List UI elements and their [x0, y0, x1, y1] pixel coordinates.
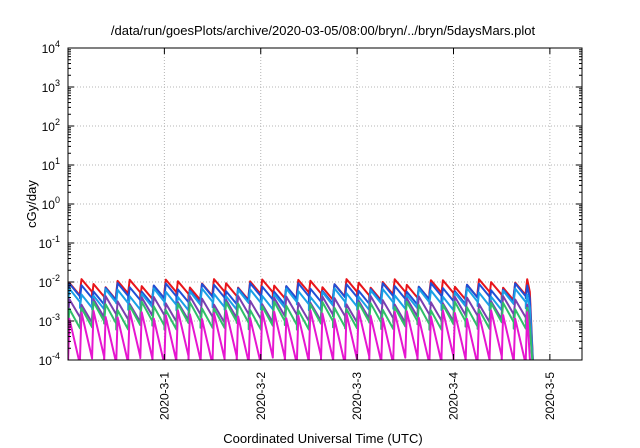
series-line: [68, 300, 534, 360]
y-tick-label: 10-4: [39, 351, 60, 368]
y-tick-label: 101: [42, 156, 60, 173]
y-tick-label: 102: [42, 117, 60, 134]
series-line: [68, 282, 534, 360]
y-axis: 10-4 10-3 10-2 10-1 100 101 102 103 104: [39, 39, 582, 368]
x-tick-label: 2020-3-5: [543, 372, 557, 420]
chart-title: /data/run/goesPlots/archive/2020-03-05/0…: [111, 23, 536, 38]
grid: [68, 48, 582, 360]
x-tick-label: 2020-3-3: [350, 372, 364, 420]
y-tick-label: 104: [42, 39, 60, 56]
series-group: [68, 278, 534, 360]
y-tick-label: 103: [42, 78, 60, 95]
y-axis-label: cGy/day: [24, 180, 39, 228]
x-tick-label: 2020-3-1: [157, 372, 171, 420]
y-tick-label: 10-3: [39, 312, 60, 329]
y-tick-label: 10-2: [39, 273, 60, 290]
series-line: [68, 287, 534, 360]
y-tick-label: 10-1: [39, 234, 60, 251]
series-line: [68, 309, 532, 360]
plot-frame: [67, 47, 583, 361]
y-tick-label: 100: [42, 195, 60, 212]
series-line: [68, 295, 534, 360]
x-tick-label: 2020-3-4: [447, 372, 461, 420]
x-axis-label: Coordinated Universal Time (UTC): [223, 431, 422, 446]
series-line: [68, 278, 534, 360]
x-tick-label: 2020-3-2: [254, 372, 268, 420]
x-axis: 2020-3-1 2020-3-2 2020-3-3 2020-3-4 2020-3-5: [157, 48, 557, 420]
